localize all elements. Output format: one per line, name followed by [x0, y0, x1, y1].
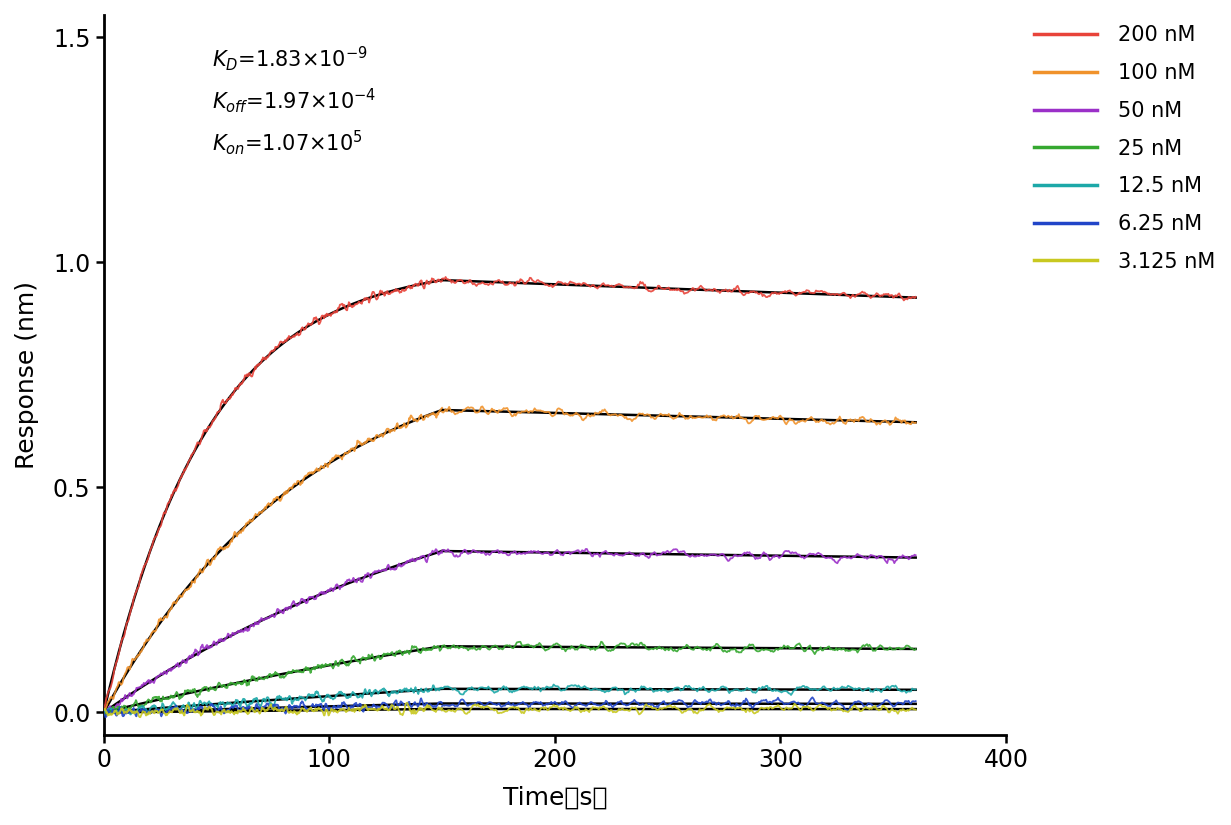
Text: $K_D$=1.83×10$^{-9}$
$K_{off}$=1.97×10$^{-4}$
$K_{on}$=1.07×10$^{5}$: $K_D$=1.83×10$^{-9}$ $K_{off}$=1.97×10$^…: [212, 44, 377, 157]
X-axis label: Time（s）: Time（s）: [502, 786, 607, 810]
Y-axis label: Response (nm): Response (nm): [15, 281, 39, 469]
Legend: 200 nM, 100 nM, 50 nM, 25 nM, 12.5 nM, 6.25 nM, 3.125 nM: 200 nM, 100 nM, 50 nM, 25 nM, 12.5 nM, 6…: [1034, 26, 1215, 271]
